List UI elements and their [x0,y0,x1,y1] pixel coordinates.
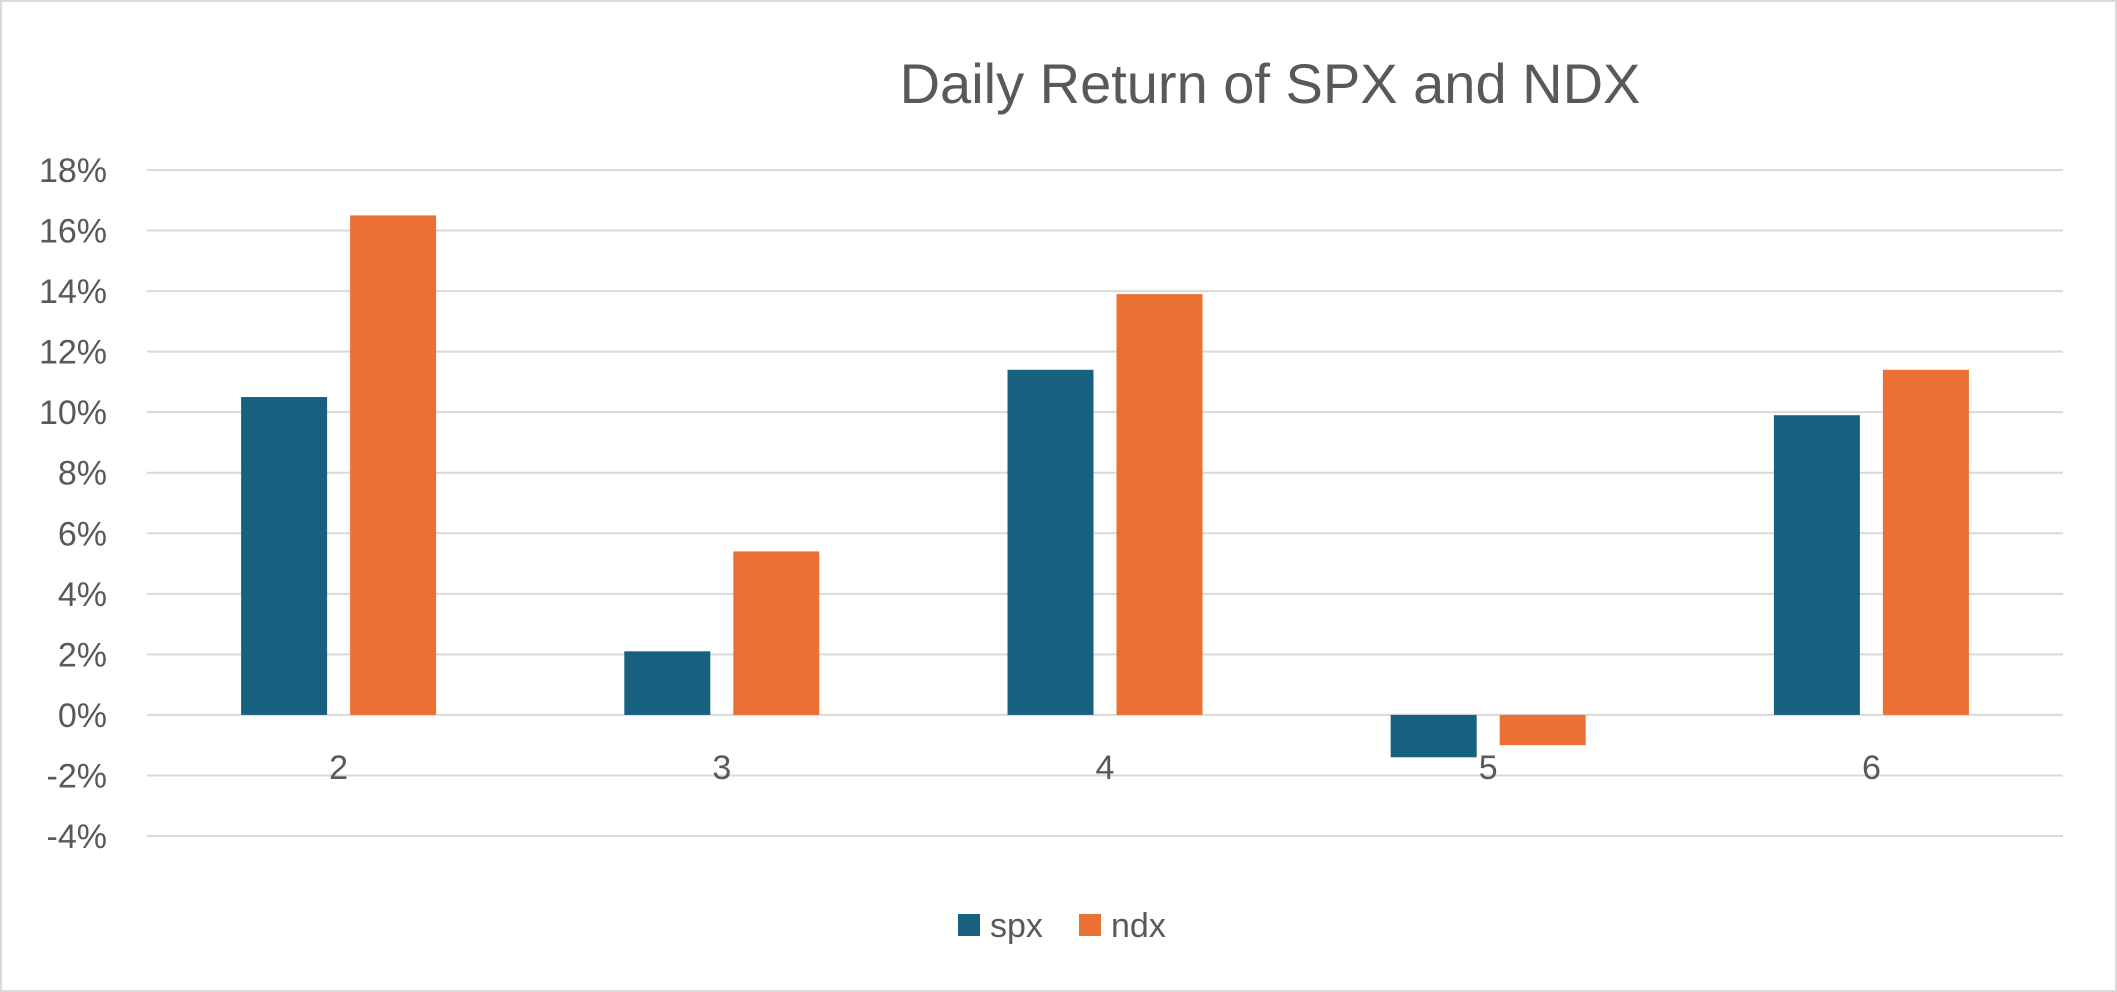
y-tick-label: 10% [39,394,107,432]
bar-ndx-2 [350,215,437,715]
legend-label-ndx: ndx [1111,907,1166,945]
y-tick-label: 12% [39,334,107,372]
bar-spx-4 [1007,369,1094,715]
y-tick-label: -2% [47,757,107,795]
y-tick-label: 8% [58,455,107,493]
x-tick-label: 4 [1096,749,1115,787]
chart-title: Daily Return of SPX and NDX [900,52,1641,115]
gridlines [147,169,2063,837]
bar-ndx-5 [1499,714,1586,746]
x-tick-label: 2 [329,749,348,787]
bar-ndx-6 [1882,369,1969,715]
y-tick-label: 16% [39,213,107,251]
y-tick-label: 4% [58,576,107,614]
x-axis-ticks: 2 3 4 5 6 [329,749,1881,787]
legend-swatch-ndx [1079,914,1101,936]
y-tick-label: 14% [39,273,107,311]
y-tick-label: 2% [58,636,107,674]
legend: spx ndx [958,907,1166,945]
legend-label-spx: spx [990,907,1043,945]
bar-spx-6 [1773,415,1860,715]
y-tick-label: 6% [58,515,107,553]
bar-spx-5 [1390,714,1477,758]
bar-ndx-4 [1116,294,1203,715]
bar-spx-3 [624,651,711,715]
y-axis-ticks: 18% 16% 14% 12% 10% 8% 6% 4% 2% 0% -2% -4% [39,152,107,856]
y-tick-label: 0% [58,697,107,735]
bars [241,215,1969,758]
x-tick-label: 6 [1862,749,1881,787]
legend-swatch-spx [958,914,980,936]
x-tick-label: 3 [712,749,731,787]
bar-spx-2 [241,397,328,715]
bar-ndx-3 [733,551,820,715]
y-tick-label: -4% [47,818,107,856]
y-tick-label: 18% [39,152,107,190]
x-tick-label: 5 [1479,749,1498,787]
